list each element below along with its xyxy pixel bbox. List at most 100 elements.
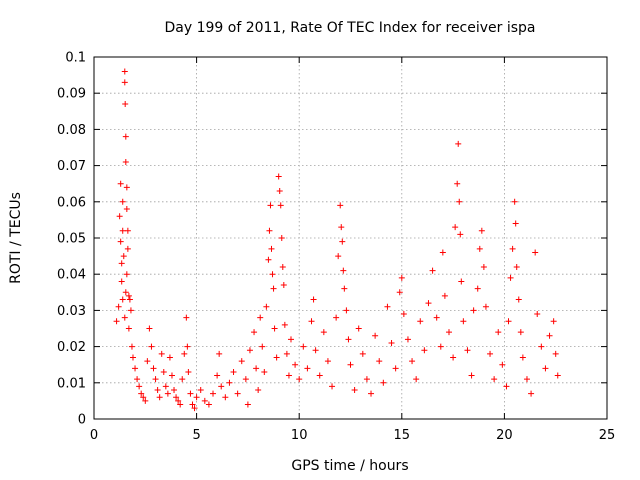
x-axis-label: GPS time / hours (291, 458, 408, 474)
data-point (164, 390, 171, 397)
data-point (546, 332, 553, 339)
data-point (171, 387, 178, 394)
data-point (470, 307, 477, 314)
data-point (279, 263, 286, 270)
data-point (404, 336, 411, 343)
data-point (454, 180, 461, 187)
data-point (118, 278, 125, 285)
data-point (119, 198, 126, 205)
data-point (409, 358, 416, 365)
data-point (185, 368, 192, 375)
data-point (123, 184, 130, 191)
data-point (283, 350, 290, 357)
data-point (413, 376, 420, 383)
data-point (515, 296, 522, 303)
data-point (505, 318, 512, 325)
data-point (509, 245, 516, 252)
data-point (242, 376, 249, 383)
data-point (480, 263, 487, 270)
data-point (177, 401, 184, 408)
data-point (512, 220, 519, 227)
data-point (538, 343, 545, 350)
data-point (452, 224, 459, 231)
data-point (329, 383, 336, 390)
data-point (162, 383, 169, 390)
data-point (117, 180, 124, 187)
data-point (396, 289, 403, 296)
x-tick-label: 0 (90, 428, 98, 443)
data-point (187, 390, 194, 397)
data-point (214, 372, 221, 379)
data-point (138, 390, 145, 397)
data-point (437, 343, 444, 350)
data-point (230, 368, 237, 375)
data-point (119, 227, 126, 234)
data-point (534, 311, 541, 318)
data-point (368, 390, 375, 397)
data-point (343, 307, 350, 314)
data-point (372, 332, 379, 339)
data-point (304, 365, 311, 372)
data-point (429, 267, 436, 274)
data-point (292, 361, 299, 368)
data-points (113, 68, 561, 412)
data-point (122, 289, 129, 296)
data-point (513, 263, 520, 270)
data-point (123, 206, 130, 213)
data-point (124, 245, 131, 252)
data-point (128, 343, 135, 350)
data-point (201, 397, 208, 404)
data-point (464, 347, 471, 354)
data-point (359, 350, 366, 357)
data-point (316, 372, 323, 379)
data-point (550, 318, 557, 325)
data-point (193, 394, 200, 401)
data-point (300, 343, 307, 350)
data-point (255, 387, 262, 394)
y-tick-label: 0.1 (65, 51, 86, 66)
y-tick-label: 0.05 (57, 232, 86, 247)
data-point (552, 350, 559, 357)
data-point (347, 361, 354, 368)
data-point (120, 253, 127, 260)
data-point (281, 321, 288, 328)
data-point (339, 238, 346, 245)
data-point (218, 383, 225, 390)
data-point (388, 339, 395, 346)
data-point (175, 397, 182, 404)
data-point (532, 249, 539, 256)
data-point (150, 365, 157, 372)
data-point (121, 79, 128, 86)
data-point (345, 336, 352, 343)
data-point (253, 365, 260, 372)
data-point (491, 376, 498, 383)
data-point (450, 354, 457, 361)
data-point (268, 245, 275, 252)
y-axis-label: ROTI / TECUs (8, 192, 24, 284)
x-tick-label: 25 (599, 428, 616, 443)
data-point (222, 394, 229, 401)
data-point (499, 361, 506, 368)
data-point (152, 376, 159, 383)
data-point (238, 358, 245, 365)
data-point (341, 285, 348, 292)
data-point (482, 303, 489, 310)
data-point (251, 329, 258, 336)
data-point (425, 300, 432, 307)
data-point (287, 336, 294, 343)
data-point (517, 329, 524, 336)
y-tick-label: 0.08 (57, 123, 86, 138)
x-tick-label: 15 (394, 428, 411, 443)
data-point (476, 245, 483, 252)
data-point (129, 354, 136, 361)
data-point (478, 227, 485, 234)
data-point (495, 329, 502, 336)
y-tick-label: 0 (78, 413, 86, 428)
data-point (191, 405, 198, 412)
data-point (122, 101, 129, 108)
data-point (273, 354, 280, 361)
data-point (333, 314, 340, 321)
data-point (158, 350, 165, 357)
data-point (116, 213, 123, 220)
data-point (124, 227, 131, 234)
